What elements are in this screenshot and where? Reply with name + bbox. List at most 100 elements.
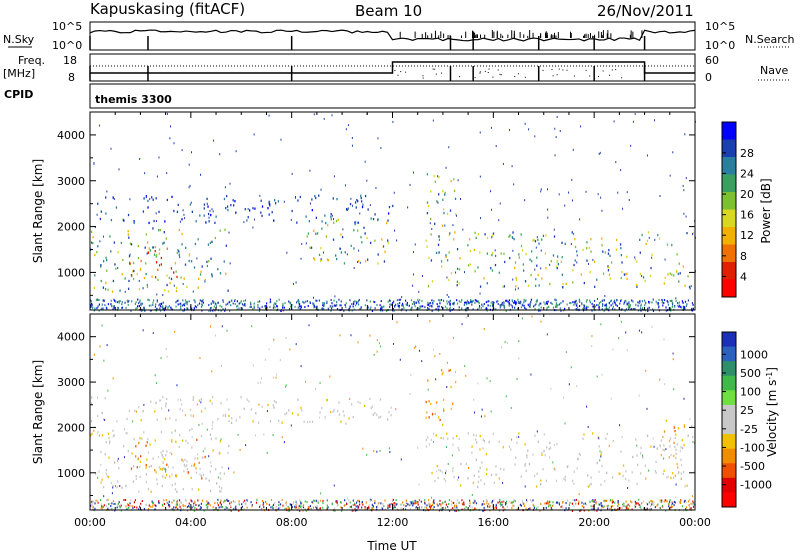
echo-cell bbox=[203, 207, 205, 210]
noise-cell bbox=[284, 302, 286, 305]
echo-cell bbox=[508, 235, 510, 239]
scatter-cell bbox=[682, 184, 684, 187]
noise-cell bbox=[135, 307, 137, 310]
echo-cell bbox=[204, 280, 206, 283]
noise-cell bbox=[497, 302, 499, 305]
noise-cell bbox=[137, 508, 140, 511]
noise-cell bbox=[388, 299, 391, 302]
noise-cell bbox=[499, 498, 501, 501]
echo-cell bbox=[178, 228, 181, 232]
noise-cell bbox=[351, 303, 353, 306]
echo-cell bbox=[671, 472, 674, 475]
noise-cell bbox=[99, 499, 102, 502]
scatter-cell bbox=[501, 346, 503, 349]
echo-cell bbox=[107, 475, 110, 479]
echo-cell bbox=[671, 273, 673, 276]
noise-cell bbox=[98, 303, 100, 306]
noise-cell bbox=[418, 507, 421, 510]
echo-cell bbox=[576, 457, 579, 461]
scatter-cell bbox=[546, 333, 548, 336]
noise-cell bbox=[417, 500, 419, 503]
echo-cell bbox=[291, 412, 294, 415]
noise-cell bbox=[692, 503, 694, 506]
echo-cell bbox=[488, 440, 490, 444]
noise-cell bbox=[336, 501, 338, 504]
noise-cell bbox=[521, 303, 523, 306]
echo-cell bbox=[663, 282, 665, 285]
scatter-cell bbox=[298, 507, 300, 510]
echo-cell bbox=[636, 454, 638, 457]
noise-cell bbox=[102, 505, 104, 508]
noise-cell bbox=[675, 299, 677, 302]
echo-cell bbox=[687, 434, 689, 437]
noise-cell bbox=[165, 305, 167, 308]
nsky-tick-low: 10^0 bbox=[52, 39, 82, 52]
noise-cell bbox=[618, 503, 620, 506]
echo-cell bbox=[383, 260, 386, 263]
scatter-cell bbox=[667, 475, 669, 478]
echo-cell bbox=[142, 409, 144, 413]
echo-cell bbox=[250, 408, 253, 411]
scatter-cell bbox=[673, 388, 675, 391]
echo-cell bbox=[297, 199, 299, 202]
noise-cell bbox=[539, 509, 541, 512]
scatter-cell bbox=[364, 160, 366, 163]
noise-cell bbox=[574, 300, 576, 303]
noise-cell bbox=[581, 501, 583, 504]
echo-cell bbox=[90, 419, 93, 423]
noise-cell bbox=[167, 307, 169, 310]
echo-cell bbox=[327, 259, 330, 262]
scatter-cell bbox=[486, 377, 488, 380]
scatter-cell bbox=[505, 395, 507, 398]
scatter-cell bbox=[253, 218, 255, 221]
noise-cell bbox=[355, 300, 357, 303]
echo-cell bbox=[479, 434, 481, 438]
echo-cell bbox=[597, 436, 599, 439]
noise-cell bbox=[418, 499, 420, 502]
noise-cell bbox=[159, 307, 161, 310]
noise-cell bbox=[623, 504, 625, 507]
noise-cell bbox=[680, 499, 682, 502]
noise-cell bbox=[607, 504, 609, 507]
noise-cell bbox=[533, 506, 536, 509]
colorbar-segment bbox=[722, 463, 736, 479]
scatter-cell bbox=[188, 186, 190, 189]
echo-cell bbox=[610, 261, 613, 264]
noise-cell bbox=[692, 307, 694, 310]
colorbar-tick-label: 20 bbox=[740, 188, 754, 201]
noise-cell bbox=[668, 500, 671, 503]
noise-cell bbox=[350, 505, 352, 508]
echo-cell bbox=[431, 471, 433, 475]
scatter-cell bbox=[107, 389, 109, 392]
noise-cell bbox=[111, 502, 113, 505]
noise-cell bbox=[402, 501, 404, 504]
noise-cell bbox=[533, 505, 535, 508]
noise-cell bbox=[464, 301, 466, 304]
noise-cell bbox=[439, 503, 441, 506]
noise-cell bbox=[452, 307, 455, 310]
noise-cell bbox=[175, 503, 178, 506]
noise-cell bbox=[131, 505, 133, 508]
noise-cell bbox=[326, 499, 328, 502]
noise-cell bbox=[661, 300, 664, 303]
noise-cell bbox=[411, 303, 414, 306]
noise-cell bbox=[230, 505, 232, 508]
noise-cell bbox=[90, 302, 93, 305]
nave-dot bbox=[459, 76, 461, 78]
echo-cell bbox=[347, 207, 349, 210]
noise-cell bbox=[152, 504, 154, 507]
echo-cell bbox=[683, 425, 686, 428]
echo-cell bbox=[635, 438, 637, 441]
echo-cell bbox=[321, 406, 323, 410]
noise-cell bbox=[585, 305, 588, 308]
noise-cell bbox=[280, 309, 282, 312]
noise-cell bbox=[525, 308, 527, 311]
echo-cell bbox=[225, 206, 227, 210]
scatter-cell bbox=[305, 242, 307, 245]
noise-cell bbox=[446, 300, 448, 303]
echo-cell bbox=[278, 419, 280, 423]
noise-cell bbox=[196, 508, 198, 511]
noise-cell bbox=[113, 299, 116, 302]
scatter-cell bbox=[585, 190, 587, 193]
scatter-cell bbox=[565, 351, 567, 354]
